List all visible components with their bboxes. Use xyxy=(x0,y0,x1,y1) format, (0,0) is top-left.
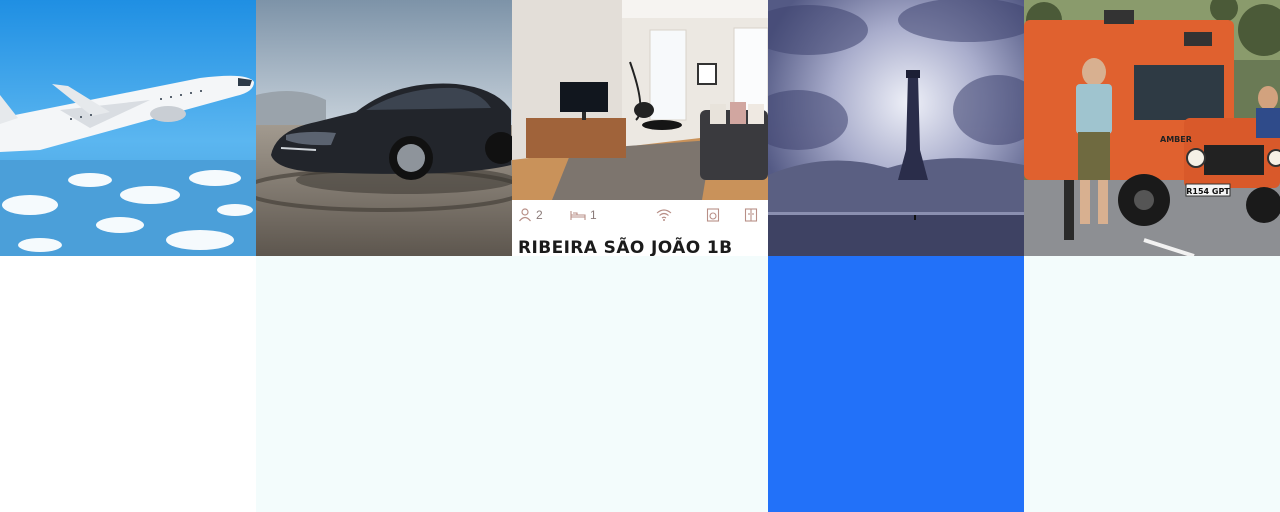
expedition-truck-image[interactable]: R154 GPT AMBER xyxy=(1024,0,1280,256)
washer-amenity xyxy=(706,206,720,224)
bottom-panel-5 xyxy=(1024,256,1280,512)
wifi-icon xyxy=(656,209,672,221)
listing-info-bar: 2 1 xyxy=(512,200,768,256)
bottom-panel-2 xyxy=(256,256,512,512)
guests-amenity: 2 xyxy=(518,206,543,224)
bottom-panel-1 xyxy=(0,256,256,512)
wifi-amenity xyxy=(656,206,672,224)
guests-count: 2 xyxy=(536,208,543,222)
person-icon xyxy=(519,208,531,222)
fridge-amenity xyxy=(744,206,758,224)
car-image[interactable] xyxy=(256,0,512,256)
license-plate-text: R154 GPT xyxy=(1186,187,1230,196)
beds-count: 1 xyxy=(590,208,597,222)
beds-amenity: 1 xyxy=(570,206,597,224)
bed-icon xyxy=(570,211,586,220)
listing-title[interactable]: RIBEIRA SÃO JOÃO 1B xyxy=(518,238,733,256)
apartment-listing-card[interactable]: 2 1 xyxy=(512,0,768,256)
fridge-icon xyxy=(744,208,758,222)
airplane-image[interactable] xyxy=(0,0,256,256)
vehicle-name-text: AMBER xyxy=(1160,135,1192,144)
washer-icon xyxy=(706,208,720,222)
amenity-row: 2 1 xyxy=(518,206,762,224)
storm-tower-image[interactable] xyxy=(768,0,1024,256)
bottom-panel-3 xyxy=(512,256,768,512)
bottom-panel-4 xyxy=(768,256,1024,512)
apartment-photo xyxy=(512,0,768,200)
